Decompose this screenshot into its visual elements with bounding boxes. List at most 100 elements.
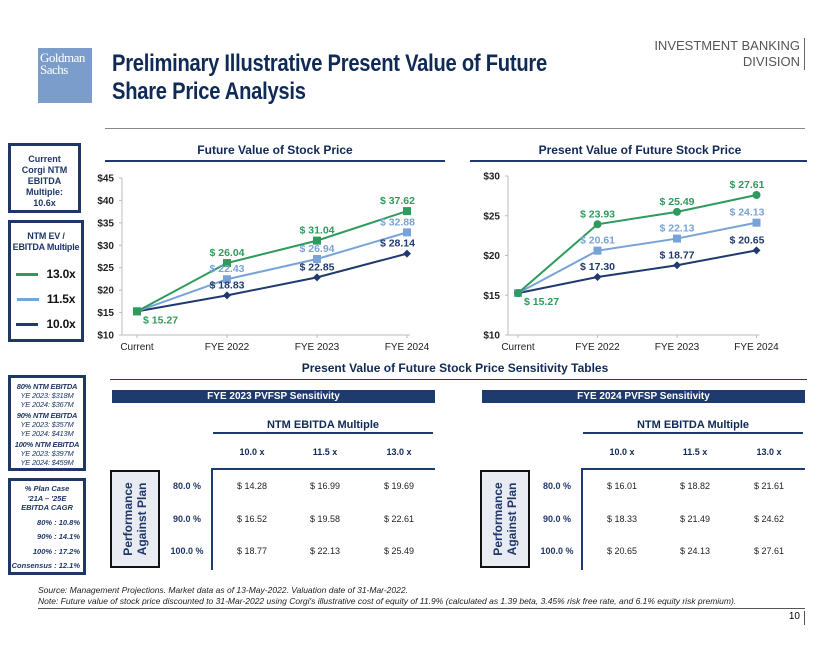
series-line-11.5x <box>517 221 757 294</box>
row-label: 80.0 % <box>542 481 572 491</box>
cagr-item: 80% : 10.8% <box>37 517 80 527</box>
series-line-13.0x <box>136 210 408 313</box>
x-tick-label: FYE 2023 <box>295 342 340 353</box>
ebitda-case: 90% NTM EBITDA YE 2023: $357M YE 2024: $41… <box>16 411 78 438</box>
data-label: $ 22.43 <box>209 263 244 275</box>
table-title: FYE 2024 PVFSP Sensitivity <box>482 390 805 403</box>
table-cell: $ 19.69 <box>383 481 415 491</box>
data-point <box>673 234 681 243</box>
data-point <box>593 272 602 281</box>
row-label: 80.0 % <box>172 481 202 491</box>
column-header: 11.5 x <box>682 447 708 457</box>
legend-box: NTM EV / EBITDA Multiple 13.0x 11.5x 10.0x <box>8 220 84 342</box>
legend-label: 13.0x <box>46 267 76 281</box>
chart-title-present-value: Present Value of Future Stock Price <box>538 143 742 157</box>
y-tick-label: $35 <box>97 218 114 229</box>
ebitda-case: 100% NTM EBITDA YE 2023: $397M YE 2024: $4… <box>14 440 80 467</box>
footer-divider <box>38 608 805 609</box>
legend-swatch <box>16 298 39 301</box>
table-cell: $ 24.13 <box>679 546 711 556</box>
cagr-box: % Plan Case '21A – '25E EBITDA CAGR 80% : … <box>8 478 86 575</box>
data-point <box>403 228 411 237</box>
source-note: Source: Management Projections. Market d… <box>38 585 408 595</box>
row-group-label: Performance Against Plan <box>110 470 160 568</box>
data-label: $ 18.77 <box>659 249 694 261</box>
table-cell: $ 19.58 <box>309 514 341 524</box>
legend-swatch <box>16 323 39 326</box>
table-cell: $ 16.01 <box>606 481 638 491</box>
row-label: 100.0 % <box>540 546 574 556</box>
data-point <box>223 275 231 284</box>
y-tick-label: $15 <box>97 308 114 319</box>
data-point <box>223 291 231 300</box>
y-tick-label: $20 <box>483 251 500 262</box>
table-cell: $ 18.33 <box>606 514 638 524</box>
table-cell: $ 18.77 <box>236 546 268 556</box>
data-point <box>752 191 761 200</box>
data-label: $ 23.93 <box>580 208 615 220</box>
data-point <box>514 289 522 298</box>
data-point <box>593 220 602 229</box>
divider <box>110 379 807 380</box>
data-label: $ 15.27 <box>143 314 178 326</box>
column-header: 13.0 x <box>756 447 782 457</box>
x-tick-label: FYE 2022 <box>205 342 250 353</box>
table-cell: $ 21.61 <box>753 481 785 491</box>
column-header: 11.5 x <box>312 447 338 457</box>
x-tick-label: Current <box>120 342 154 353</box>
y-tick-label: $15 <box>483 291 500 302</box>
data-label: $ 26.04 <box>209 247 244 259</box>
legend-item: 13.0x <box>11 267 81 281</box>
data-label: $ 28.14 <box>380 238 415 250</box>
data-point <box>752 246 761 255</box>
data-label: $ 20.65 <box>729 234 764 246</box>
data-point <box>593 246 602 255</box>
data-label: $ 22.13 <box>659 223 694 235</box>
row-group-label: Performance Against Plan <box>480 470 530 568</box>
data-label: $ 20.61 <box>580 235 615 247</box>
data-point <box>403 207 411 216</box>
y-tick-label: $45 <box>97 174 114 185</box>
table-title: FYE 2023 PVFSP Sensitivity <box>112 390 435 403</box>
data-label: $ 37.62 <box>380 195 415 207</box>
division-label: INVESTMENT BANKING DIVISION <box>640 38 805 70</box>
data-point <box>673 261 681 270</box>
table-cell: $ 25.49 <box>383 546 415 556</box>
y-tick-label: $25 <box>97 263 114 274</box>
divider <box>583 432 803 434</box>
data-label: $ 31.04 <box>299 225 334 237</box>
row-label: 90.0 % <box>172 514 202 524</box>
data-label: $ 27.61 <box>729 179 764 191</box>
y-tick-label: $30 <box>97 241 114 252</box>
table-cell: $ 22.61 <box>383 514 415 524</box>
table-cell: $ 22.13 <box>309 546 341 556</box>
data-point <box>313 236 321 245</box>
cagr-item: Consensus : 12.1% <box>11 561 80 570</box>
data-label: $ 22.85 <box>299 261 334 273</box>
divider <box>581 468 583 570</box>
legend-swatch <box>16 273 39 276</box>
series-line-13.0x <box>517 194 757 294</box>
data-point <box>313 273 321 282</box>
y-tick-label: $20 <box>97 286 114 297</box>
table-cell: $ 20.65 <box>606 546 638 556</box>
data-point <box>313 255 321 264</box>
page-number: 10 <box>780 611 805 625</box>
current-multiple-box: Current Corgi NTM EBITDA Multiple: 10.6x <box>8 143 81 213</box>
column-header: 10.0 x <box>239 447 265 457</box>
column-group-label: NTM EBITDA Multiple <box>266 419 380 431</box>
data-point <box>752 218 761 227</box>
data-label: $ 18.83 <box>209 279 244 291</box>
series-line-11.5x <box>136 231 408 313</box>
column-header: 10.0 x <box>609 447 635 457</box>
divider <box>211 468 213 570</box>
divider <box>212 468 435 470</box>
divider <box>470 160 807 162</box>
series-line-10.0x <box>517 249 757 295</box>
x-tick-label: FYE 2023 <box>655 342 700 353</box>
table-cell: $ 21.49 <box>679 514 711 524</box>
table-cell: $ 16.52 <box>236 514 268 524</box>
data-point <box>403 249 411 258</box>
